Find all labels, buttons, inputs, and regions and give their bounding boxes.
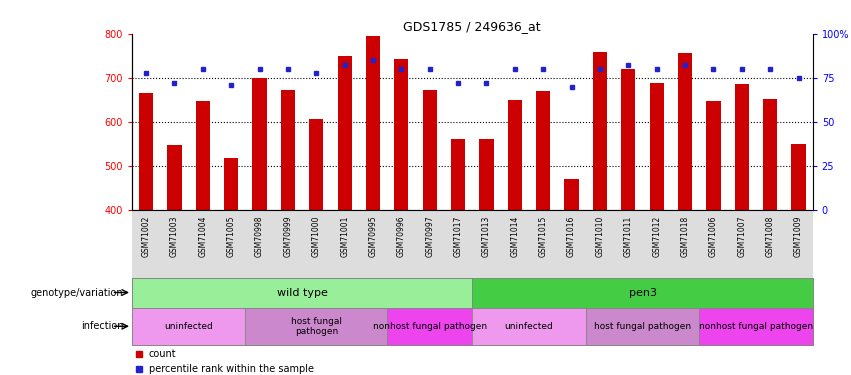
Text: GSM71009: GSM71009: [794, 215, 803, 257]
Bar: [536, 91, 551, 210]
Text: GSM71017: GSM71017: [454, 215, 463, 257]
Text: GSM71018: GSM71018: [681, 215, 689, 256]
Text: count: count: [149, 349, 176, 359]
Text: uninfected: uninfected: [164, 322, 213, 331]
Text: GSM70997: GSM70997: [426, 215, 434, 257]
Bar: [366, 36, 380, 210]
Text: GSM71001: GSM71001: [340, 215, 349, 257]
Text: percentile rank within the sample: percentile rank within the sample: [149, 364, 314, 374]
Text: GSM71004: GSM71004: [198, 215, 208, 257]
Text: host fungal
pathogen: host fungal pathogen: [291, 316, 342, 336]
Text: pen3: pen3: [629, 288, 656, 297]
Text: GSM71007: GSM71007: [737, 215, 746, 257]
Text: GSM71006: GSM71006: [709, 215, 718, 257]
Text: genotype/variation: genotype/variation: [31, 288, 123, 297]
Text: wild type: wild type: [277, 288, 328, 297]
Text: GSM70995: GSM70995: [368, 215, 378, 257]
Text: GSM71002: GSM71002: [141, 215, 151, 257]
Bar: [394, 59, 408, 210]
Bar: [472, 308, 585, 345]
Bar: [309, 119, 323, 210]
Bar: [791, 144, 806, 210]
Bar: [649, 83, 664, 210]
Bar: [585, 308, 700, 345]
Text: GSM71014: GSM71014: [511, 215, 519, 257]
Text: GSM71008: GSM71008: [766, 215, 774, 257]
Bar: [479, 139, 494, 210]
Text: uninfected: uninfected: [505, 322, 553, 331]
Bar: [451, 140, 465, 210]
Text: infection: infection: [81, 321, 123, 331]
Title: GDS1785 / 249636_at: GDS1785 / 249636_at: [403, 20, 541, 33]
Text: GSM71015: GSM71015: [539, 215, 548, 257]
Text: GSM71016: GSM71016: [567, 215, 576, 257]
Bar: [132, 308, 245, 345]
Text: nonhost fungal pathogen: nonhost fungal pathogen: [699, 322, 813, 331]
Text: GSM71010: GSM71010: [596, 215, 604, 257]
Bar: [168, 145, 181, 210]
Bar: [508, 100, 522, 210]
Bar: [621, 69, 636, 210]
Bar: [678, 53, 692, 210]
Bar: [196, 101, 210, 210]
Bar: [423, 90, 437, 210]
Bar: [700, 308, 813, 345]
Bar: [139, 93, 153, 210]
Text: GSM71011: GSM71011: [624, 215, 633, 256]
Bar: [763, 99, 777, 210]
Bar: [132, 278, 472, 308]
Bar: [224, 159, 238, 210]
Bar: [564, 179, 579, 210]
Text: GSM71000: GSM71000: [311, 215, 321, 257]
Text: GSM70996: GSM70996: [397, 215, 406, 257]
Bar: [706, 101, 721, 210]
Text: GSM70999: GSM70999: [283, 215, 293, 257]
Text: GSM71012: GSM71012: [652, 215, 661, 256]
Text: GSM70998: GSM70998: [255, 215, 264, 257]
Text: GSM71013: GSM71013: [482, 215, 491, 257]
Text: GSM71003: GSM71003: [170, 215, 179, 257]
Bar: [245, 308, 387, 345]
Bar: [734, 84, 749, 210]
Text: nonhost fungal pathogen: nonhost fungal pathogen: [373, 322, 487, 331]
Text: GSM71005: GSM71005: [226, 215, 236, 257]
Bar: [472, 278, 813, 308]
Bar: [338, 56, 351, 210]
Bar: [593, 52, 607, 210]
Text: host fungal pathogen: host fungal pathogen: [594, 322, 691, 331]
Bar: [253, 78, 266, 210]
Bar: [281, 90, 295, 210]
Bar: [387, 308, 472, 345]
